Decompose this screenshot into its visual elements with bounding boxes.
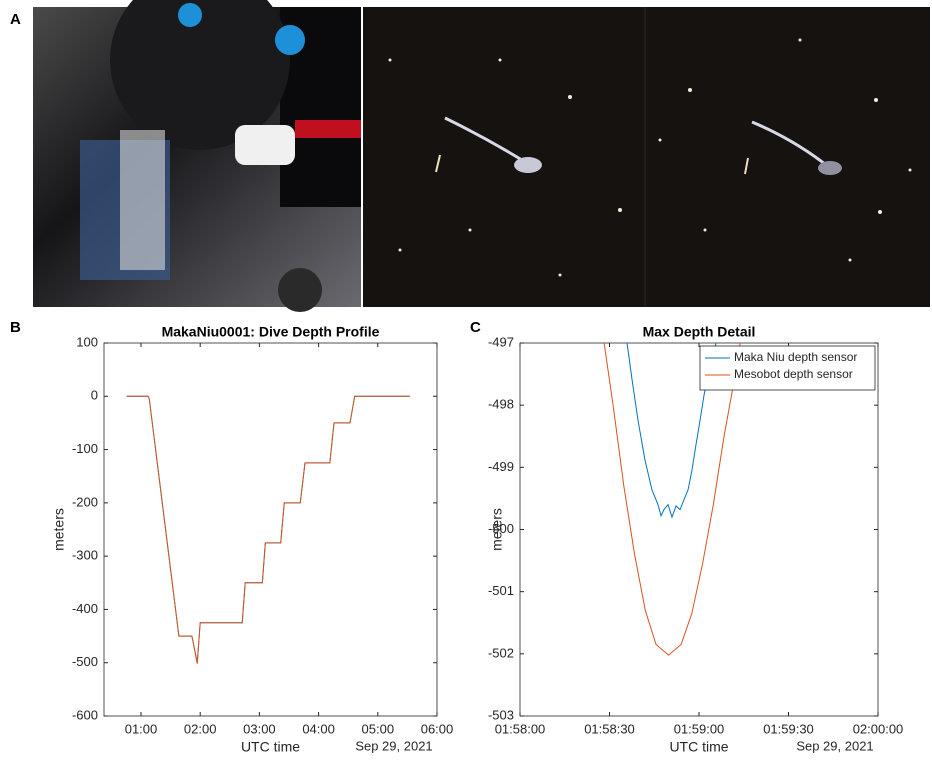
x-tick-label: 01:59:30: [763, 721, 814, 736]
date-label: Sep 29, 2021: [355, 738, 432, 753]
x-tick-label: 04:00: [302, 721, 335, 736]
panel-label: A: [10, 11, 21, 28]
x-tick-label: 01:58:00: [495, 721, 546, 736]
panel-label: B: [10, 319, 21, 336]
x-tick-label: 03:00: [243, 721, 276, 736]
y-tick-label: -499: [488, 459, 514, 474]
data-line: [126, 395, 410, 664]
y-axis-label: meters: [489, 508, 505, 551]
x-tick-label: 05:00: [362, 721, 395, 736]
plot-area: [519, 342, 879, 717]
legend-label: Mesobot depth sensor: [734, 367, 853, 381]
y-tick-label: -501: [488, 583, 514, 598]
panel-label: C: [470, 319, 481, 336]
y-tick-label: -600: [72, 707, 98, 722]
x-tick-label: 01:58:30: [584, 721, 635, 736]
legend-label: Maka Niu depth sensor: [734, 350, 857, 364]
chart-title: Max Depth Detail: [643, 324, 756, 340]
y-tick-label: -498: [488, 397, 514, 412]
x-tick-label: 01:59:00: [674, 721, 725, 736]
y-tick-label: -300: [72, 548, 98, 563]
y-tick-label: -400: [72, 601, 98, 616]
plot-lines: [126, 395, 410, 664]
x-tick-label: 02:00:00: [853, 721, 904, 736]
y-tick-label: -200: [72, 494, 98, 509]
y-axis-label: meters: [51, 508, 67, 551]
legend-box: [699, 345, 876, 391]
y-tick-label: 0: [91, 388, 98, 403]
y-tick-label: -497: [488, 334, 514, 349]
chart-title: MakaNiu0001: Dive Depth Profile: [162, 324, 380, 340]
y-tick-label: -100: [72, 441, 98, 456]
data-line: [603, 343, 741, 656]
x-tick-label: 06:00: [421, 721, 454, 736]
data-line: [626, 343, 717, 519]
photo-left: [33, 0, 361, 312]
y-tick-label: 100: [76, 334, 98, 349]
photo-right: [363, 7, 930, 307]
plot-area: [103, 342, 438, 717]
y-tick-label: -502: [488, 645, 514, 660]
date-label: Sep 29, 2021: [796, 738, 873, 753]
x-axis-label: UTC time: [669, 739, 728, 755]
y-tick-label: -500: [488, 521, 514, 536]
y-tick-label: -503: [488, 707, 514, 722]
y-tick-label: -500: [72, 654, 98, 669]
x-tick-label: 01:00: [125, 721, 158, 736]
plot-lines: [603, 343, 741, 656]
x-axis-label: UTC time: [241, 739, 300, 755]
x-tick-label: 02:00: [184, 721, 217, 736]
